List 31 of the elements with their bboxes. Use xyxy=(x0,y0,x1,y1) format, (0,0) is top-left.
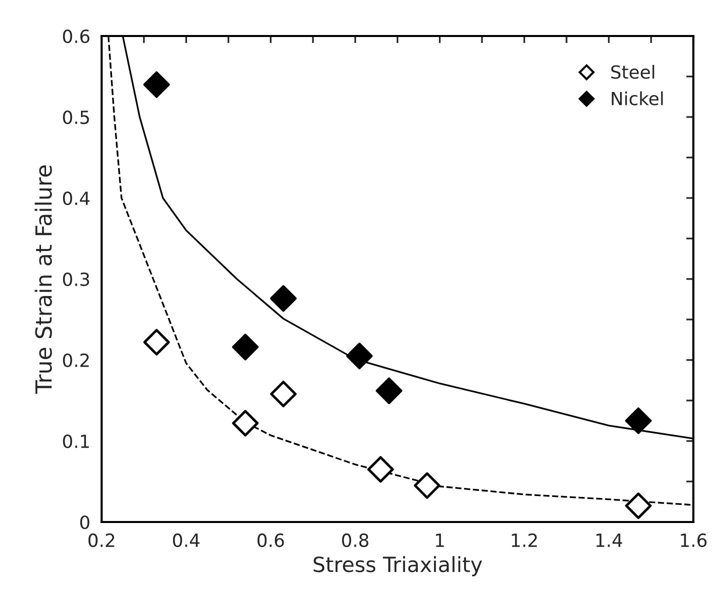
point xyxy=(270,285,297,312)
y-tick-label: 0.1 xyxy=(63,434,89,448)
point xyxy=(143,328,170,356)
point xyxy=(346,342,373,370)
point xyxy=(232,334,259,360)
y-tick-label: 0.3 xyxy=(63,272,90,286)
point xyxy=(414,472,440,499)
point xyxy=(143,71,170,98)
y-axis-title: True Strain at Failure xyxy=(34,165,52,394)
legend-label: Steel xyxy=(611,64,654,79)
x-tick-label: 1.2 xyxy=(512,533,537,547)
x-tick-label: 0.6 xyxy=(258,533,284,548)
point xyxy=(270,380,297,408)
legend-label: Nickel xyxy=(612,91,663,106)
x-tick-label: 0.8 xyxy=(342,533,368,548)
x-tick-label: 1 xyxy=(436,534,444,547)
point xyxy=(376,378,402,404)
y-tick-label: 0.2 xyxy=(63,353,89,368)
y-tick-label: 0.4 xyxy=(63,191,90,206)
point xyxy=(367,456,394,483)
point xyxy=(625,407,652,434)
x-axis-title: Stress Triaxiality xyxy=(314,556,482,576)
x-tick-label: 0.4 xyxy=(173,533,200,548)
y-tick-label: 0.5 xyxy=(63,110,89,124)
y-tick-label: 0 xyxy=(80,515,90,530)
x-tick-label: 1.6 xyxy=(680,533,707,548)
point xyxy=(232,410,259,436)
x-tick-label: 1.4 xyxy=(596,534,622,547)
y-tick-label: 0.6 xyxy=(63,29,90,44)
point xyxy=(625,492,652,520)
x-tick-label: 0.2 xyxy=(88,533,114,548)
